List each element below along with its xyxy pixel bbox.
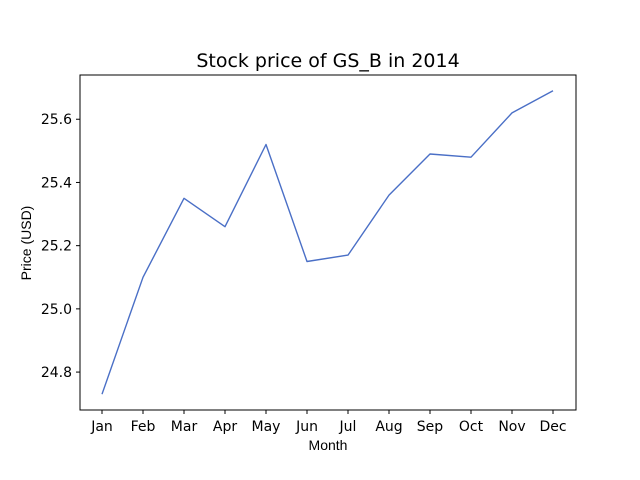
x-axis: Jan Feb Mar Apr May Jun Jul Aug Sep Oct Nov Dec bbox=[90, 410, 567, 435]
x-tick-label: Jul bbox=[339, 419, 357, 435]
x-tick-label: Jun bbox=[295, 419, 318, 435]
x-tick-label: Nov bbox=[498, 419, 525, 435]
y-tick-label: 24.8 bbox=[41, 365, 72, 381]
x-tick-label: Aug bbox=[375, 419, 402, 435]
y-axis-label: Price (USD) bbox=[18, 206, 34, 281]
x-tick-label: Dec bbox=[539, 419, 566, 435]
x-tick-label: Jan bbox=[90, 419, 113, 435]
chart-title: Stock price of GS_B in 2014 bbox=[196, 50, 459, 72]
y-tick-label: 25.2 bbox=[41, 239, 72, 255]
y-tick-label: 25.6 bbox=[41, 112, 72, 128]
x-tick-label: May bbox=[252, 419, 281, 435]
x-tick-label: Feb bbox=[131, 419, 156, 435]
series-line bbox=[101, 90, 554, 395]
x-axis-label: Month bbox=[309, 437, 348, 453]
x-tick-label: Apr bbox=[213, 419, 237, 435]
x-tick-label: Mar bbox=[171, 419, 198, 435]
x-tick-label: Oct bbox=[459, 419, 484, 435]
y-tick-label: 25.4 bbox=[41, 175, 72, 191]
y-axis: 24.8 25.0 25.2 25.4 25.6 bbox=[41, 112, 80, 381]
y-tick-label: 25.0 bbox=[41, 302, 72, 318]
series-group bbox=[101, 90, 554, 395]
plot-frame bbox=[79, 74, 577, 411]
x-tick-label: Sep bbox=[417, 419, 444, 435]
